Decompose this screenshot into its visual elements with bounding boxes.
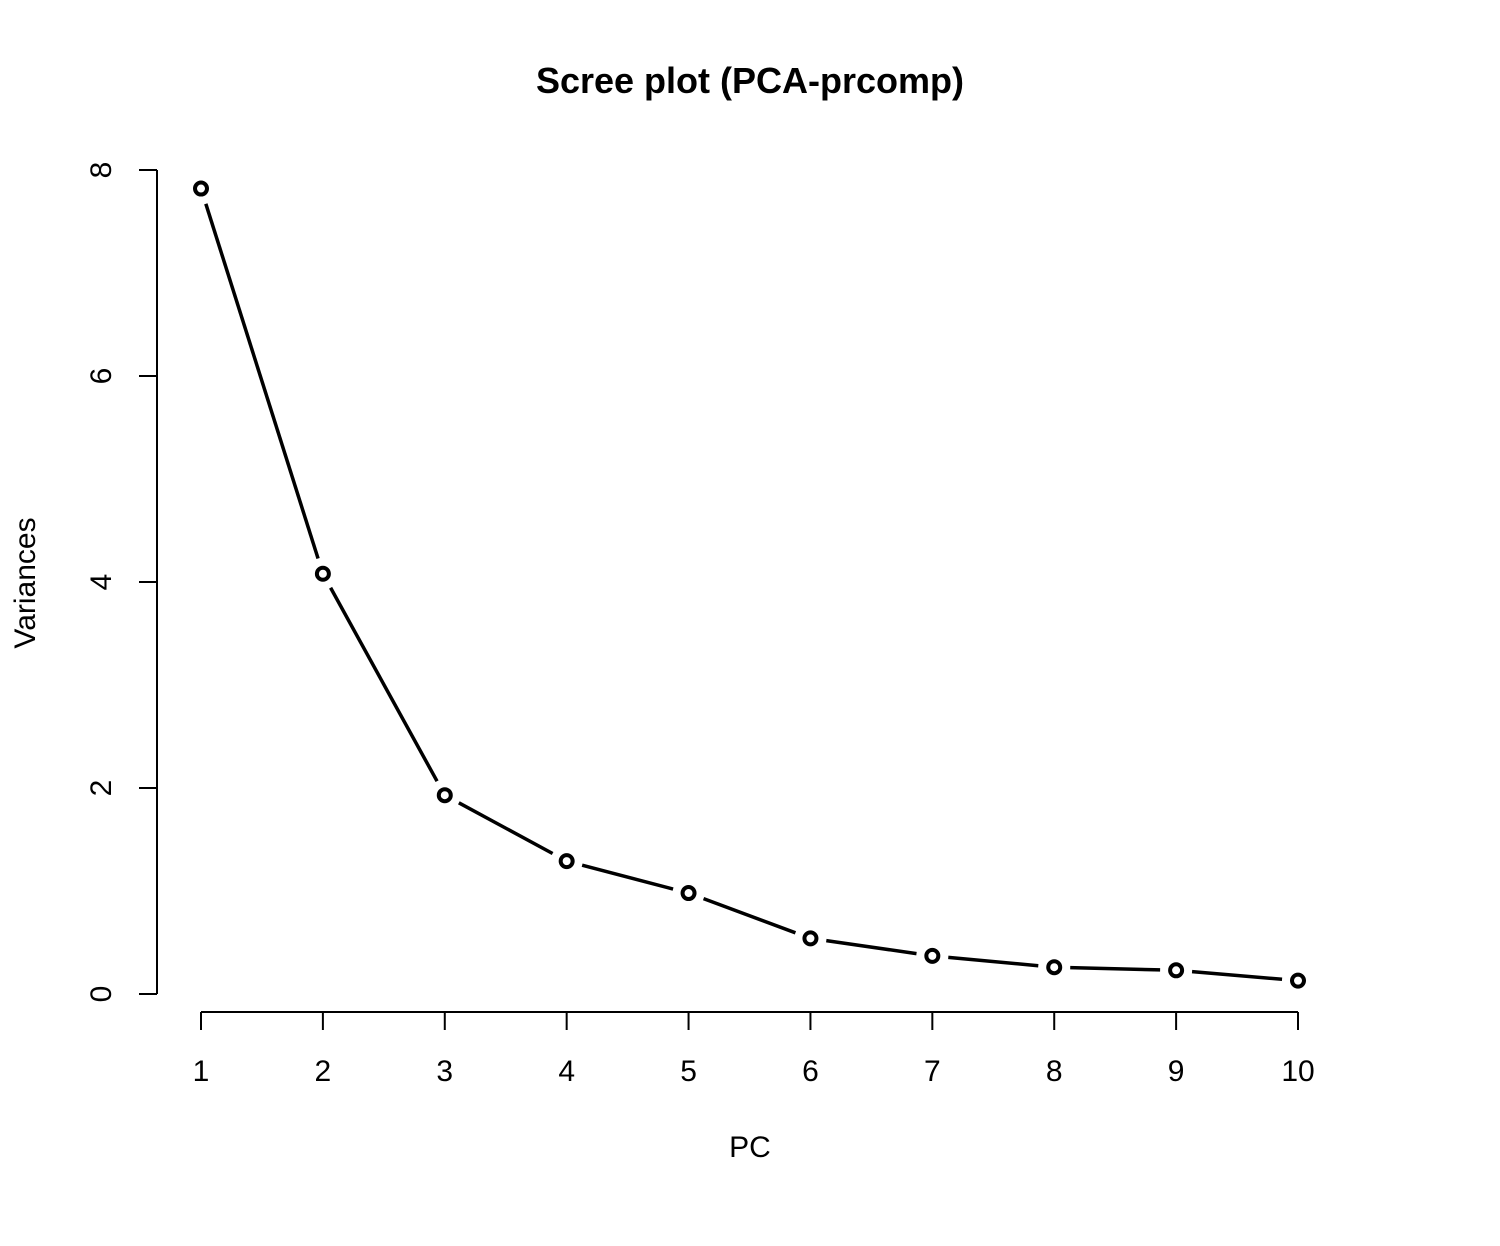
x-tick-label: 7 — [924, 1055, 941, 1088]
data-point — [924, 947, 941, 964]
y-tick-label: 2 — [85, 780, 118, 797]
series-line-segment — [826, 938, 917, 956]
y-axis-label: Variances — [9, 517, 42, 648]
y-tick-label: 0 — [85, 986, 118, 1003]
x-axis-label: PC — [729, 1131, 771, 1164]
data-point — [680, 885, 697, 902]
x-tick-label: 3 — [436, 1055, 453, 1088]
series-line-segment — [1070, 965, 1161, 972]
series-line-segment — [204, 203, 320, 560]
data-point — [314, 565, 331, 582]
data-point — [802, 930, 819, 947]
series-line-segment — [458, 801, 554, 856]
x-tick-label: 2 — [315, 1055, 332, 1088]
series-line-segment — [329, 586, 439, 783]
data-point — [1046, 959, 1063, 976]
x-axis: 1 2 3 4 5 6 7 8 9 10 — [193, 1011, 1315, 1088]
chart-title: Scree plot (PCA-prcomp) — [536, 60, 964, 101]
x-tick-label: 9 — [1168, 1055, 1185, 1088]
data-point — [1290, 972, 1306, 989]
x-tick-label: 4 — [558, 1055, 575, 1088]
y-axis: 0 2 4 6 8 — [85, 162, 158, 1003]
data-point — [1168, 962, 1185, 979]
data-point — [558, 853, 575, 870]
y-tick-label: 8 — [85, 162, 118, 179]
x-tick-label: 5 — [680, 1055, 697, 1088]
series-line-segment — [581, 863, 674, 891]
x-tick-label: 10 — [1281, 1055, 1314, 1088]
data-point — [193, 180, 209, 197]
y-tick-label: 6 — [85, 368, 118, 385]
x-tick-label: 8 — [1046, 1055, 1063, 1088]
y-tick-label: 4 — [85, 574, 118, 591]
data-point — [436, 787, 453, 804]
x-tick-label: 6 — [802, 1055, 819, 1088]
series-variances — [193, 180, 1306, 989]
series-line-segment — [702, 896, 797, 935]
x-tick-label: 1 — [193, 1055, 210, 1088]
series-line-segment — [1191, 969, 1283, 982]
series-line-segment — [948, 955, 1039, 968]
